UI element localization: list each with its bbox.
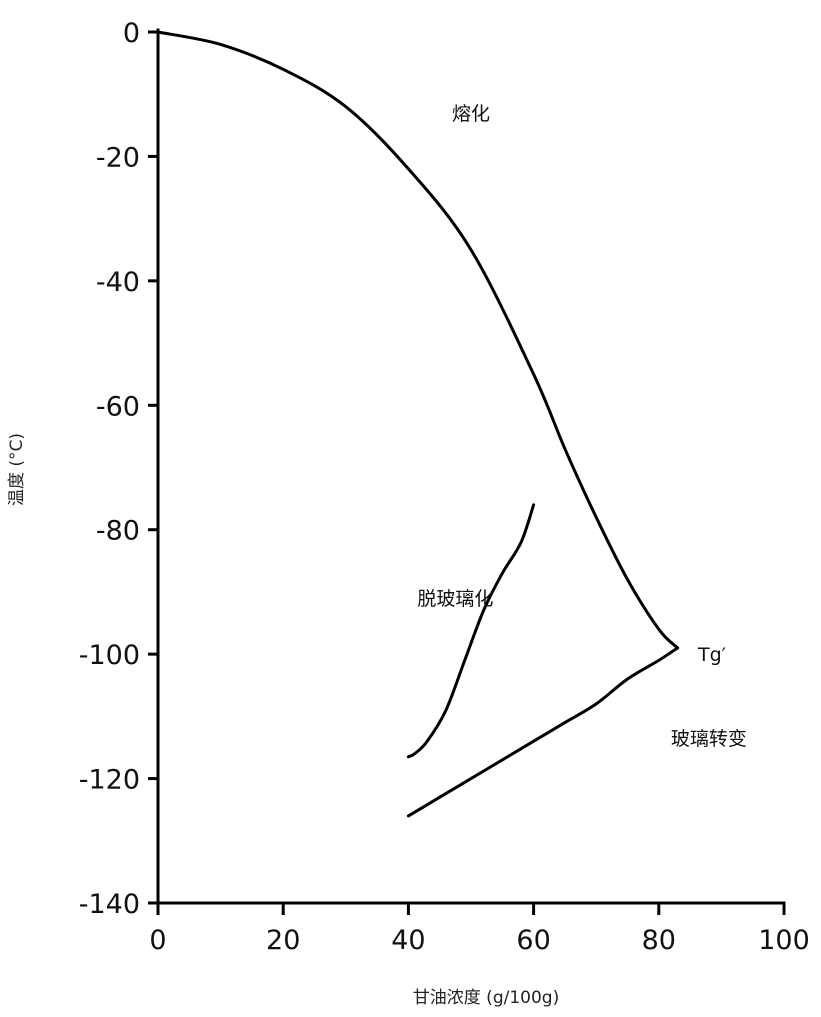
y-tick-label: -20 [96,142,140,173]
x-tick-label: 60 [516,925,550,956]
y-tick-label: -60 [96,391,140,422]
x-axis-ticks: 0 20 40 60 80 100 [149,903,810,956]
y-tick-label: 0 [123,18,140,49]
x-tick-label: 0 [149,925,166,956]
y-tick-label: -120 [79,765,140,796]
devitrification-label: 脱玻璃化 [417,588,493,610]
glass-transition-label: 玻璃转变 [671,728,747,750]
x-axis-title: 甘油浓度 (g/100g) [413,988,559,1008]
x-tick-label: 20 [266,925,300,956]
y-axis-ticks: 0 -20 -40 -60 -80 -100 -120 -140 [79,18,158,920]
y-axis-title: 温度 (°C) [7,433,27,506]
x-tick-label: 80 [642,925,676,956]
series-lines [156,30,680,818]
devitrification-curve [406,503,536,759]
axes [156,28,786,905]
y-tick-label: -100 [79,640,140,671]
glass-transition-curve [406,646,680,818]
x-tick-label: 40 [391,925,425,956]
melting-label: 熔化 [452,103,490,125]
y-tick-label: -140 [79,889,140,920]
melting-curve [156,30,680,650]
y-tick-label: -40 [96,267,140,298]
y-tick-label: -80 [96,516,140,547]
tg-prime-label: Tg′ [697,644,726,666]
x-tick-label: 100 [758,925,810,956]
